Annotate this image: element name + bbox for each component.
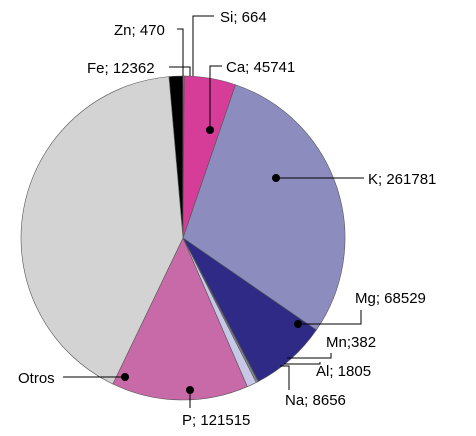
label-group-al: Al; 1805 — [284, 362, 371, 380]
leader-line-na — [280, 365, 290, 390]
label-group-si: Si; 664 — [192, 9, 267, 76]
leader-dot-mg — [294, 320, 302, 328]
label-group-zn: Zn; 470 — [114, 22, 184, 76]
slice-label-al: Al; 1805 — [316, 363, 371, 380]
pie-slice-k — [182, 84, 346, 331]
label-group-fe: Fe; 12362 — [87, 60, 191, 77]
leader-dot-otros — [121, 373, 129, 381]
slice-label-fe: Fe; 12362 — [87, 60, 155, 77]
label-group-mn: Mn;382 — [287, 334, 376, 359]
slice-label-zn: Zn; 470 — [114, 22, 165, 39]
label-group-ca: Ca; 45741 — [206, 59, 295, 134]
label-group-p: P; 121515 — [182, 386, 250, 429]
leader-line-al — [284, 362, 321, 365]
slice-label-si: Si; 664 — [220, 9, 267, 26]
label-group-k: K; 261781 — [272, 171, 436, 188]
slice-label-otros: Otros — [18, 370, 55, 387]
slice-label-mn: Mn;382 — [326, 334, 376, 351]
leader-dot-k — [272, 174, 280, 182]
slice-label-na: Na; 8656 — [285, 392, 346, 409]
label-group-na: Na; 8656 — [280, 365, 346, 409]
slices-layer — [20, 75, 346, 401]
slice-label-k: K; 261781 — [368, 171, 436, 188]
leader-dot-p — [186, 386, 194, 394]
label-group-otros: Otros — [18, 370, 129, 387]
leader-line-zn — [177, 28, 184, 76]
leader-dot-ca — [206, 126, 214, 134]
label-group-mg: Mg; 68529 — [294, 290, 426, 328]
slice-label-p: P; 121515 — [182, 412, 250, 429]
leader-line-ca — [209, 65, 222, 130]
leader-line-fe — [169, 66, 191, 76]
slice-label-ca: Ca; 45741 — [226, 59, 295, 76]
leader-line-mn — [287, 353, 332, 359]
leader-line-mg — [298, 310, 362, 325]
labels-layer: Zn; 470 Si; 664 Fe; 12362 Ca; 45741 K; 2… — [18, 9, 436, 429]
pie-slice-otros — [20, 76, 184, 385]
pie-slice-p — [112, 237, 248, 401]
slice-label-mg: Mg; 68529 — [355, 290, 426, 307]
leader-line-si — [192, 15, 214, 76]
